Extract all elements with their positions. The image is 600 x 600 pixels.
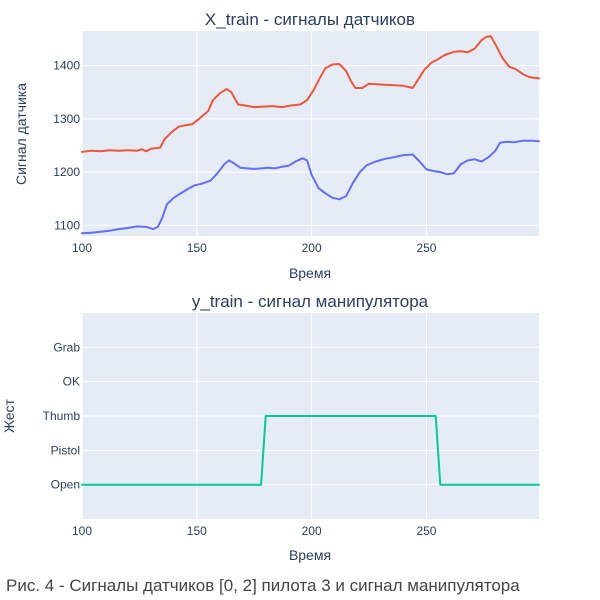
sensor-x-tick-label: 200 <box>302 241 322 255</box>
sensor-x-ticks: 100 150 200 250 <box>72 241 437 255</box>
gesture-y-tick-label: Pistol <box>51 443 80 457</box>
gesture-x-tick-label: 200 <box>302 524 322 538</box>
gesture-x-tick-label: 150 <box>187 524 207 538</box>
sensor-series-line-0 <box>81 35 540 153</box>
sensor-series <box>81 35 540 235</box>
gesture-y-tick-label: Grab <box>53 340 80 354</box>
gesture-chart-title: y_train - сигнал манипулятора <box>192 292 429 311</box>
sensor-y-tick-label: 1100 <box>54 218 80 232</box>
sensor-y-tick-label: 1400 <box>53 59 80 73</box>
gesture-y-ticks: Open Pistol Thumb OK Grab <box>43 340 81 491</box>
figure-caption: Рис. 4 - Сигналы датчиков [0, 2] пилота … <box>6 576 520 595</box>
sensor-y-ticks: 1100 1200 1300 1400 <box>53 59 80 233</box>
sensor-plot-area <box>82 31 539 236</box>
sensor-subplot: X_train - сигналы датчиков 100 150 200 250 … <box>13 10 540 281</box>
sensor-y-axis-label: Сигнал датчика <box>13 83 29 185</box>
gesture-x-axis-label: Время <box>289 547 331 563</box>
sensor-x-tick-label: 250 <box>416 241 436 255</box>
sensor-chart-title: X_train - сигналы датчиков <box>205 10 415 29</box>
sensor-series-line-1 <box>81 139 540 235</box>
sensor-y-tick-label: 1200 <box>53 165 80 179</box>
gesture-y-axis-label: Жест <box>1 398 17 433</box>
gesture-subplot: y_train - сигнал манипулятора 100 150 200 2… <box>1 292 540 563</box>
gesture-y-tick-label: Thumb <box>43 409 81 423</box>
gesture-series <box>81 415 540 486</box>
sensor-y-tick-label: 1300 <box>53 112 80 126</box>
gesture-series-line-0 <box>81 415 540 486</box>
gesture-x-tick-label: 100 <box>72 524 92 538</box>
gesture-y-tick-label: Open <box>51 478 80 492</box>
sensor-x-tick-label: 150 <box>187 241 207 255</box>
sensor-x-tick-label: 100 <box>72 241 92 255</box>
gesture-y-tick-label: OK <box>63 375 80 389</box>
figure: X_train - сигналы датчиков 100 150 200 250 … <box>1 10 540 563</box>
gesture-x-tick-label: 250 <box>416 524 436 538</box>
sensor-x-axis-label: Время <box>289 265 331 281</box>
gesture-x-ticks: 100 150 200 250 <box>72 524 437 538</box>
